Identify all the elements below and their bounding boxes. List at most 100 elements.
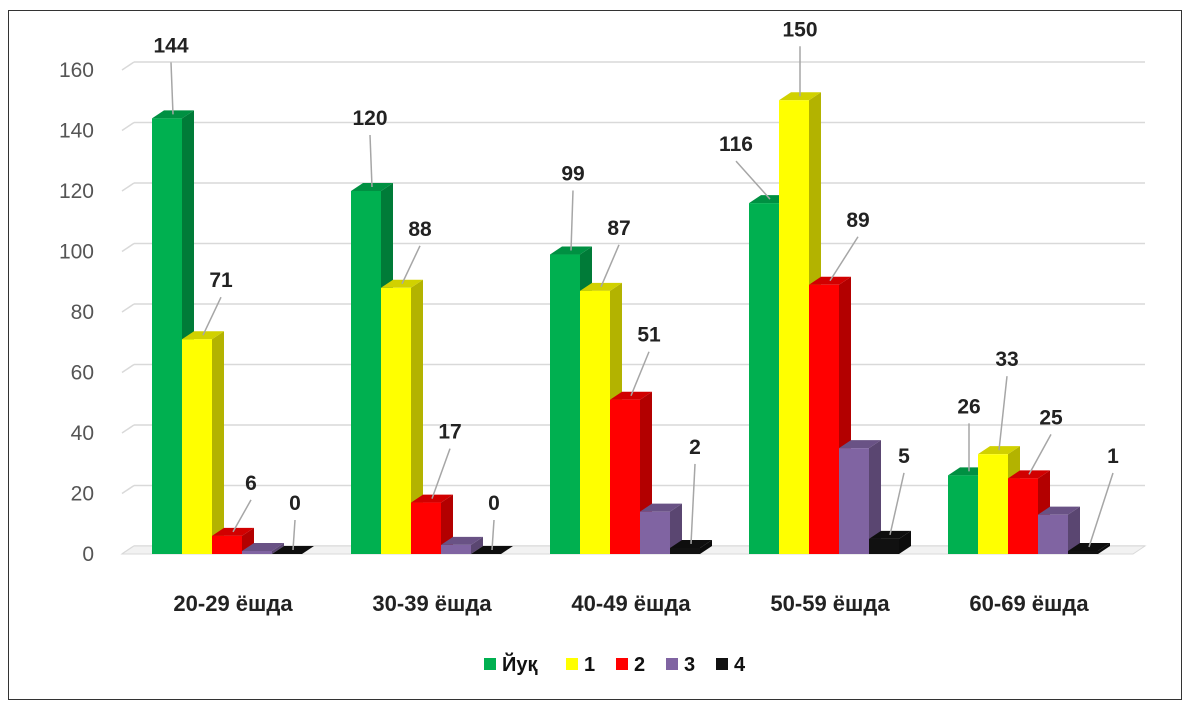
bar-front (670, 547, 700, 554)
leader-line (829, 236, 859, 282)
data-label: 2 (689, 436, 701, 459)
gridline-depth (121, 61, 135, 71)
data-label: 25 (1039, 406, 1063, 429)
legend-item: 4 (716, 654, 746, 676)
data-label: 1 (1107, 445, 1119, 468)
bar-front (381, 287, 411, 554)
data-label: 150 (782, 18, 817, 41)
y-axis-ticks: 0 20 40 60 80 100 120 140 160 (59, 59, 94, 566)
bar (441, 536, 483, 554)
data-label: 71 (209, 269, 233, 292)
data-label: 89 (846, 209, 869, 232)
y-tick-label: 20 (71, 483, 94, 506)
leader-line (431, 448, 451, 499)
bar (212, 527, 254, 554)
bar-front (610, 399, 640, 554)
bar-side (272, 542, 284, 554)
legend: Йуқ 1 2 3 4 (484, 652, 746, 676)
legend-label: 3 (684, 654, 695, 676)
bar (1038, 506, 1080, 554)
legend-swatch (616, 658, 628, 670)
data-label: 6 (245, 472, 257, 495)
gridline-depth (121, 363, 135, 374)
leader-line (491, 519, 495, 551)
bar-front (779, 100, 809, 554)
data-label: 99 (561, 163, 584, 186)
leader-line (1088, 472, 1114, 548)
category-label: 20-29 ёшда (173, 591, 293, 616)
leader-line (735, 160, 771, 200)
bar (869, 530, 911, 554)
bar-front (1008, 478, 1038, 554)
bar-front (550, 254, 580, 554)
bar-side (869, 440, 881, 554)
legend-swatch (484, 658, 496, 670)
data-label: 88 (408, 218, 432, 241)
bar-top (441, 536, 483, 545)
leader-line (170, 62, 174, 115)
bar-front (152, 118, 182, 555)
bar-front (580, 290, 610, 554)
bar-front (809, 284, 839, 554)
data-label: 17 (438, 421, 461, 444)
legend-label: 2 (634, 654, 645, 676)
bar-side (670, 503, 682, 554)
bar-front (441, 544, 471, 554)
leader-line (401, 245, 421, 285)
bar-side (1068, 506, 1080, 554)
legend-swatch (666, 658, 678, 670)
y-tick-label: 160 (59, 59, 94, 82)
bar-front (869, 538, 899, 554)
bar-front (948, 475, 978, 554)
category-label: 30-39 ёшда (372, 591, 492, 616)
bar (1008, 470, 1050, 554)
gridline-depth (121, 303, 135, 313)
x-axis-categories: 20-29 ёшда 30-39 ёшда 40-49 ёшда 50-59 ёшда… (173, 591, 1089, 616)
bar-side (1098, 542, 1110, 554)
bar-front (242, 550, 272, 554)
category-label: 50-59 ёшда (770, 591, 890, 616)
bar (242, 542, 284, 554)
bar-top (839, 440, 881, 449)
legend-label: 1 (584, 654, 595, 676)
bar-front (411, 502, 441, 554)
bar-side (899, 530, 911, 554)
bar-front (1038, 514, 1068, 554)
bar (381, 279, 423, 554)
data-label: 51 (637, 324, 661, 347)
bar-front (182, 339, 212, 554)
legend-label: 4 (734, 654, 746, 676)
bar (839, 440, 881, 554)
y-tick-label: 0 (82, 543, 94, 566)
data-label: 0 (289, 492, 301, 515)
bar-front (1068, 550, 1098, 554)
data-label: 0 (488, 492, 500, 515)
legend-label: Йуқ (502, 652, 538, 676)
leader-line (570, 190, 574, 251)
gridline-depth (121, 424, 135, 434)
leader-line (202, 296, 222, 336)
bar-side (212, 331, 224, 554)
legend-swatch (566, 658, 578, 670)
bar-side (411, 279, 423, 554)
leader-line (1028, 434, 1052, 475)
leader-line (600, 244, 620, 288)
legend-swatch (716, 658, 728, 670)
legend-item: 1 (566, 654, 595, 676)
gridline-depth (121, 182, 135, 192)
y-tick-label: 40 (71, 422, 94, 445)
data-label: 33 (995, 348, 1018, 371)
bar-front (212, 535, 242, 554)
y-tick-label: 80 (71, 301, 94, 324)
leader-line (369, 134, 373, 188)
bar-side (700, 539, 712, 554)
bars (152, 92, 1110, 555)
data-label: 87 (607, 217, 630, 240)
leader-line (292, 519, 296, 551)
y-tick-label: 120 (59, 180, 94, 203)
data-labels: 144 71 6 0 120 88 17 0 99 87 51 2 116 150 89 5 26 33 25 1 (153, 18, 1119, 551)
leader-line (690, 463, 696, 544)
bar-side (471, 536, 483, 554)
data-label: 116 (719, 133, 753, 156)
